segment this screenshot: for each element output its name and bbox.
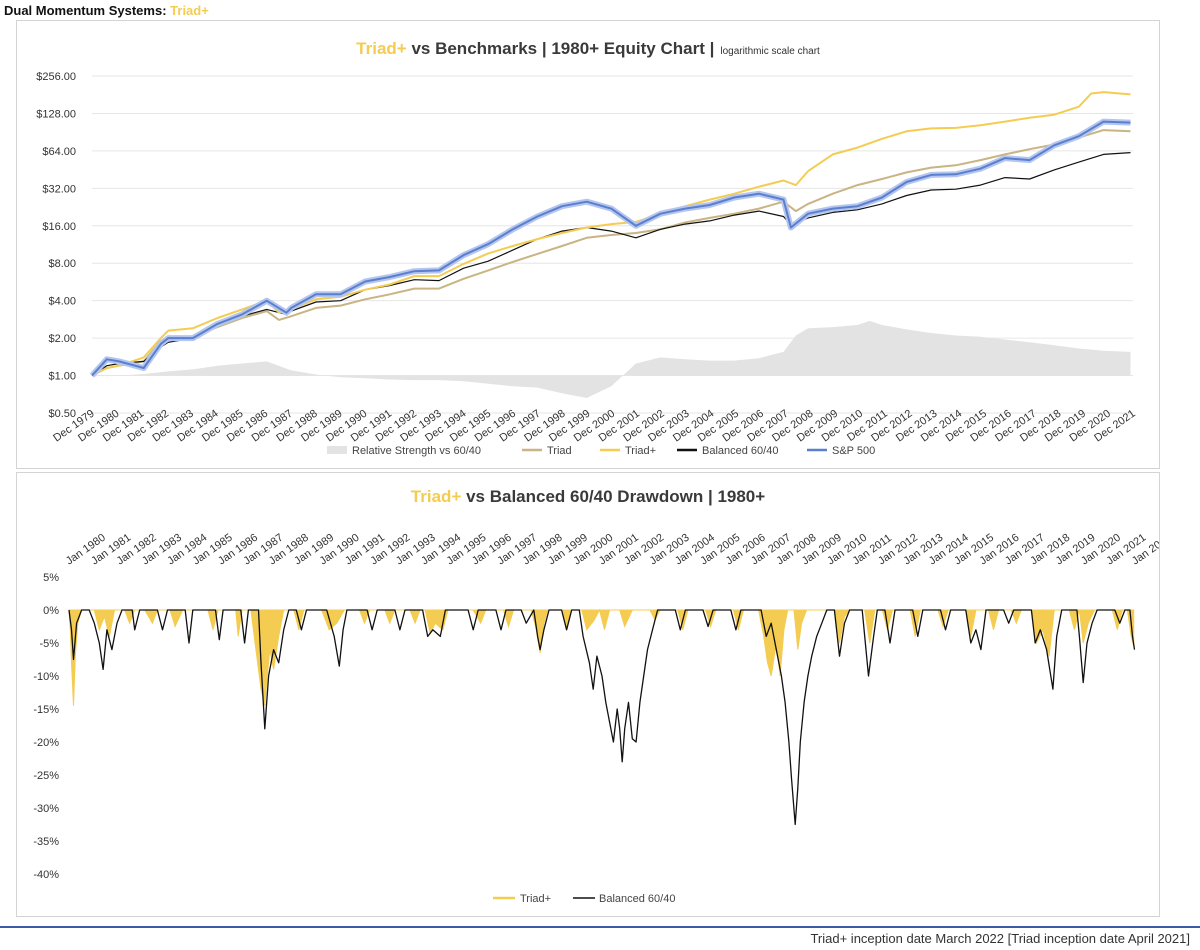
equity-y-tick-label: $256.00 [36,71,76,83]
legend-label: Balanced 60/40 [702,445,778,457]
footer-note: Triad+ inception date March 2022 [Triad … [810,931,1190,946]
series-triad-line [91,129,1131,377]
series-balanced-drawdown-line [68,609,1136,826]
drawdown-chart-panel: Triad+ vs Balanced 60/40 Drawdown | 1980… [16,472,1160,917]
equity-y-tick-label: $8.00 [48,258,76,270]
drawdown-y-tick-label: -15% [33,704,59,716]
equity-y-tick-label: $1.00 [48,371,76,383]
drawdown-y-tick-label: -35% [33,836,59,848]
series-sp500-line [91,120,1131,377]
drawdown-y-tick-label: -20% [33,737,59,749]
series-triad-plus-line [91,91,1131,377]
equity-y-tick-label: $0.50 [48,408,76,420]
equity-chart-panel: Triad+ vs Benchmarks | 1980+ Equity Char… [16,20,1160,469]
equity-chart-plot: $0.50 $1.00 $2.00 $4.00 $8.00 $16.00 $32.00 $64… [36,71,1137,457]
drawdown-y-tick-label: -10% [33,671,59,683]
drawdown-y-tick-label: -25% [33,770,59,782]
equity-title-note: logarithmic scale chart [720,46,820,57]
drawdown-chart-title: Triad+ vs Balanced 60/40 Drawdown | 1980… [17,487,1159,507]
equity-y-tick-label: $64.00 [42,146,76,158]
drawdown-y-tick-label: -5% [39,638,59,650]
legend-label: Balanced 60/40 [599,893,675,905]
legend-label: Triad+ [625,445,656,457]
legend-swatch-relative-strength [327,446,347,454]
equity-title-main: vs Benchmarks | 1980+ Equity Chart | [406,39,715,58]
page-title: Dual Momentum Systems: Triad+ [4,3,209,18]
drawdown-y-tick-label: 0% [43,605,59,617]
drawdown-y-tick-label: 5% [43,572,59,584]
equity-y-tick-label: $128.00 [36,108,76,120]
equity-y-tick-label: $4.00 [48,296,76,308]
page-title-accent: Triad+ [170,3,209,18]
series-relative-strength-area [92,320,1131,398]
legend-label: Triad+ [520,893,551,905]
drawdown-y-tick-label: -30% [33,803,59,815]
drawdown-title-accent: Triad+ [410,487,462,506]
drawdown-title-main: vs Balanced 60/40 Drawdown | 1980+ [461,487,766,506]
drawdown-chart-plot: 5%0%-5%-10%-15%-20%-25%-30%-35%-40%Jan 1… [33,532,1159,905]
series-triad-plus-drawdown-area [68,608,1135,706]
legend-label: S&P 500 [832,445,875,457]
footer-rule [0,926,1200,928]
equity-chart-title: Triad+ vs Benchmarks | 1980+ Equity Char… [17,39,1159,59]
equity-y-tick-label: $16.00 [42,221,76,233]
equity-title-accent: Triad+ [356,39,407,58]
legend-label: Triad [547,445,572,457]
drawdown-y-tick-label: -40% [33,869,59,881]
page-title-prefix: Dual Momentum Systems: [4,3,171,18]
equity-y-tick-label: $32.00 [42,183,76,195]
legend-label: Relative Strength vs 60/40 [352,445,481,457]
equity-y-tick-label: $2.00 [48,333,76,345]
